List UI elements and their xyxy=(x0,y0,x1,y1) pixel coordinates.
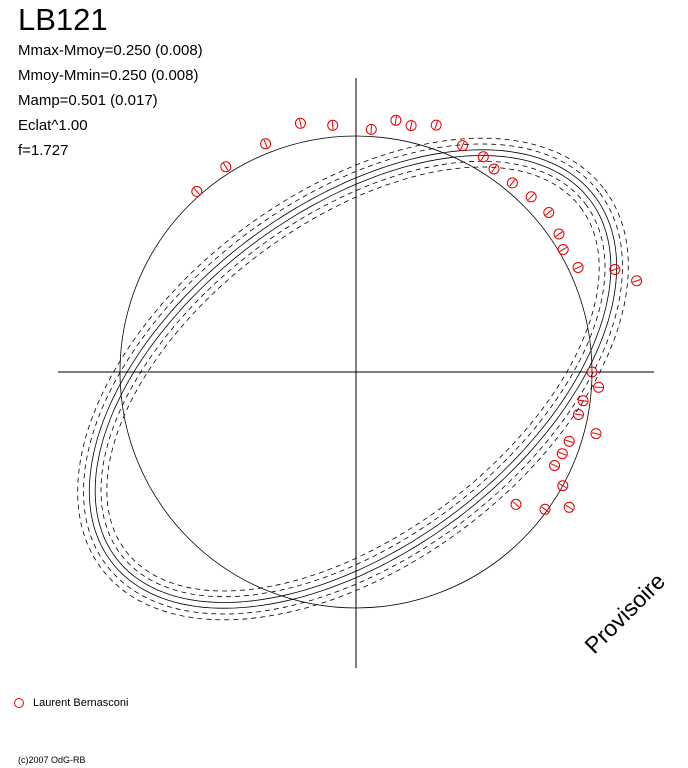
observation-point xyxy=(549,460,561,471)
observation-errorbar xyxy=(578,399,588,402)
observation-point xyxy=(563,501,575,513)
observation-point xyxy=(573,409,584,420)
observation-errorbar xyxy=(512,501,520,508)
object-title: LB121 xyxy=(18,2,108,37)
observation-point xyxy=(506,177,518,189)
model-curve-inner xyxy=(94,155,612,603)
observation-point xyxy=(260,138,272,150)
observation-point xyxy=(294,117,306,129)
observation-point xyxy=(563,435,575,447)
info-mamp: Mamp=0.501 (0.017) xyxy=(18,92,158,109)
observation-point xyxy=(488,163,500,175)
observation-errorbar xyxy=(610,267,619,272)
copyright-notice: (c)2007 OdG-RB xyxy=(18,755,86,765)
observation-point xyxy=(572,262,584,273)
model-curve-dashed-1 xyxy=(100,160,606,598)
observation-point xyxy=(365,123,377,135)
observation-point xyxy=(220,161,232,173)
observation-errorbar xyxy=(263,139,268,148)
observation-point xyxy=(586,366,598,378)
observation-errorbar xyxy=(545,209,553,216)
observation-errorbar xyxy=(480,152,486,161)
observation-errorbar xyxy=(434,120,438,130)
observation-errorbar xyxy=(527,193,535,201)
observation-point xyxy=(577,395,589,407)
observation-errorbar xyxy=(558,451,567,456)
observation-point xyxy=(556,448,568,460)
model-curves xyxy=(77,137,629,621)
observation-errorbar xyxy=(299,119,302,128)
observation-errorbar xyxy=(509,179,516,187)
observation-point xyxy=(525,191,537,203)
observation-errorbar xyxy=(559,246,568,253)
legend-observer-label: Laurent Bernasconi xyxy=(33,697,129,709)
observation-errorbar xyxy=(409,121,413,130)
observation-point xyxy=(457,140,468,152)
observation-point xyxy=(430,119,442,131)
observation-points xyxy=(191,114,643,515)
observation-errorbar xyxy=(565,439,574,444)
observation-point xyxy=(539,503,551,515)
observation-errorbar xyxy=(574,413,583,416)
info-mmoy-mmin: Mmoy-Mmin=0.250 (0.008) xyxy=(18,67,199,84)
observation-point xyxy=(590,428,602,440)
observation-point xyxy=(477,151,489,163)
observation-errorbar xyxy=(565,504,574,511)
observation-point xyxy=(543,207,555,218)
observation-point xyxy=(405,120,417,132)
observation-errorbar xyxy=(594,386,603,388)
observation-errorbar xyxy=(555,231,563,237)
observation-point xyxy=(390,114,402,126)
observation-errorbar xyxy=(223,162,229,171)
observation-point xyxy=(553,228,565,240)
info-mmax-mmoy: Mmax-Mmoy=0.250 (0.008) xyxy=(18,42,203,59)
info-eclat: Eclat^1.00 xyxy=(18,117,88,134)
observation-point xyxy=(557,244,569,255)
observation-errorbar xyxy=(193,187,200,195)
observation-errorbar xyxy=(591,432,601,436)
observation-point xyxy=(593,381,605,393)
observation-errorbar xyxy=(370,125,372,134)
axes xyxy=(58,78,654,668)
model-curve-outer xyxy=(88,149,618,609)
observation-errorbar xyxy=(460,141,465,150)
model-curve-dashed-4 xyxy=(77,137,629,621)
model-curve-dashed-3 xyxy=(106,166,600,592)
observation-errorbar xyxy=(574,265,583,270)
observation-point xyxy=(609,264,621,275)
observation-errorbar xyxy=(632,279,641,283)
legend-circle-marker-icon xyxy=(14,698,24,708)
observation-errorbar xyxy=(541,506,549,513)
model-curve-dashed-2 xyxy=(83,143,623,615)
observation-point xyxy=(557,480,569,492)
observation-errorbar xyxy=(550,463,559,468)
observation-errorbar xyxy=(331,121,334,130)
observation-point xyxy=(631,275,643,287)
observation-point xyxy=(327,119,339,131)
legend: Laurent Bernasconi xyxy=(14,697,128,709)
info-frequency: f=1.727 xyxy=(18,142,69,159)
observation-point xyxy=(510,498,522,510)
observation-point xyxy=(191,185,203,197)
observation-errorbar xyxy=(491,165,497,173)
observation-errorbar xyxy=(394,116,397,125)
observation-errorbar xyxy=(558,483,567,489)
